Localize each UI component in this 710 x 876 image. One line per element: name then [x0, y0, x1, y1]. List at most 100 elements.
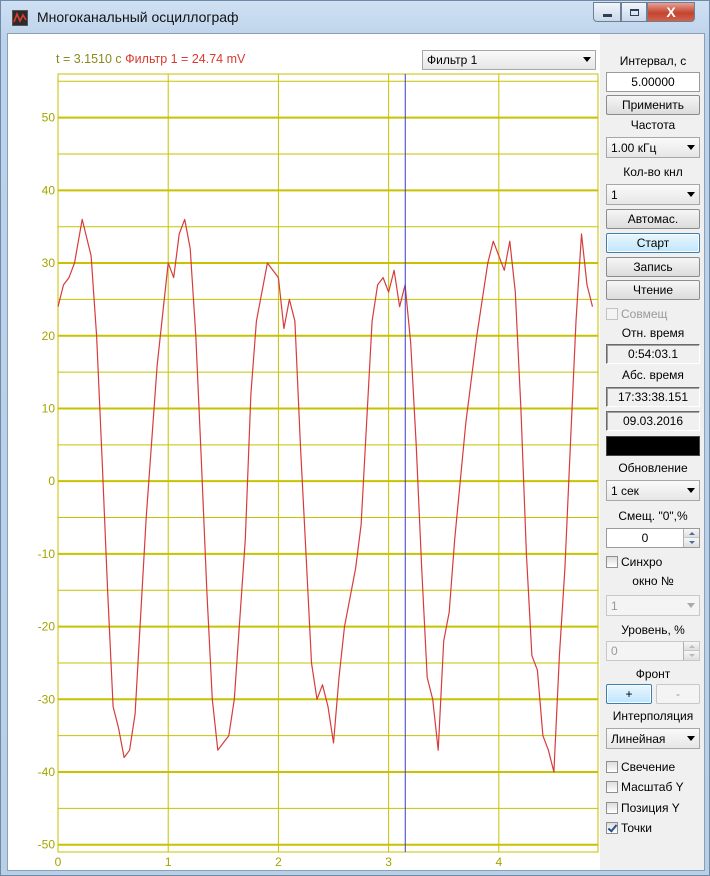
date-display: 09.03.2016	[606, 411, 700, 431]
spin-up-button[interactable]	[683, 642, 699, 651]
y-tick-label: -30	[38, 692, 56, 706]
level-label: Уровень, %	[621, 623, 685, 637]
spin-down-button[interactable]	[683, 538, 699, 547]
points-checkbox[interactable]: Точки	[606, 820, 652, 836]
relative-time-label: Отн. время	[621, 326, 685, 340]
x-tick-label: 2	[275, 855, 282, 869]
record-button-label: Запись	[633, 260, 673, 274]
y-tick-label: -40	[38, 765, 56, 779]
front-label: Фронт	[635, 667, 671, 681]
level-stepper[interactable]: 0	[606, 641, 700, 661]
record-button[interactable]: Запись	[606, 257, 700, 277]
position-y-label: Позиция Y	[621, 801, 680, 815]
position-y-checkbox[interactable]: Позиция Y	[606, 800, 680, 816]
interval-input[interactable]: 5.00000	[606, 72, 700, 92]
y-tick-label: 10	[42, 401, 56, 415]
y-tick-label: 50	[42, 111, 56, 125]
readout-filter-value: Фильтр 1 = 24.74 mV	[125, 52, 246, 66]
scale-y-checkbox[interactable]: Масштаб Y	[606, 779, 684, 795]
start-button-label: Старт	[636, 236, 670, 250]
date-value: 09.03.2016	[622, 414, 684, 428]
chevron-down-icon	[687, 487, 695, 493]
channels-select[interactable]: 1	[606, 184, 700, 205]
front-plus-label: +	[625, 687, 633, 701]
scale-y-label: Масштаб Y	[621, 780, 684, 794]
autoscale-button-label: Автомас.	[627, 212, 679, 226]
frequency-select[interactable]: 1.00 кГц	[606, 137, 700, 158]
color-indicator[interactable]	[606, 436, 700, 456]
interval-label: Интервал, с	[619, 54, 687, 68]
interpolation-select[interactable]: Линейная	[606, 728, 700, 749]
chevron-down-icon	[583, 57, 591, 62]
interval-value: 5.00000	[631, 75, 675, 89]
window-number-value: 1	[611, 598, 618, 613]
relative-time-value: 0:54:03.1	[627, 347, 679, 361]
points-checkbox-box	[606, 822, 618, 834]
start-button[interactable]: Старт	[606, 233, 700, 253]
front-falling-button[interactable]: -	[656, 684, 700, 704]
frequency-value: 1.00 кГц	[611, 140, 657, 155]
read-button[interactable]: Чтение	[606, 280, 700, 300]
front-minus-label: -	[676, 687, 680, 701]
interpolation-value: Линейная	[611, 731, 666, 746]
read-button-label: Чтение	[632, 283, 674, 297]
offset-stepper[interactable]: 0	[606, 528, 700, 548]
absolute-time-display: 17:33:38.151	[606, 387, 700, 407]
position-y-checkbox-box	[606, 802, 618, 814]
absolute-time-value: 17:33:38.151	[617, 390, 689, 404]
window-number-label: окно №	[632, 574, 674, 588]
update-select[interactable]: 1 сек	[606, 480, 700, 501]
x-tick-label: 4	[495, 855, 502, 869]
arrow-down-icon	[688, 541, 695, 544]
front-rising-button[interactable]: +	[606, 684, 652, 704]
client-area: t = 3.1510 с Фильтр 1 = 24.74 mV Фильтр …	[7, 33, 705, 871]
y-tick-label: 40	[42, 183, 56, 197]
glow-checkbox[interactable]: Свечение	[606, 759, 675, 775]
relative-time-display: 0:54:03.1	[606, 344, 700, 364]
oscilloscope-chart[interactable]: 50 40 30 20 10 0 -10 -20 -30 -40 -50 0 1 2 3 4	[8, 34, 600, 870]
close-button[interactable]: X	[647, 2, 695, 22]
combine-checkbox[interactable]: Совмещ	[606, 306, 667, 322]
scale-y-checkbox-box	[606, 781, 618, 793]
cursor-readout: t = 3.1510 с Фильтр 1 = 24.74 mV	[56, 52, 245, 66]
level-value: 0	[611, 644, 618, 658]
apply-button[interactable]: Применить	[606, 95, 700, 115]
apply-button-label: Применить	[621, 98, 684, 112]
chevron-down-icon	[687, 191, 695, 197]
frequency-label: Частота	[630, 118, 676, 132]
y-tick-label: 0	[48, 474, 55, 488]
arrow-down-icon	[688, 654, 695, 657]
chevron-down-icon	[687, 602, 695, 608]
signal-trace	[57, 218, 594, 773]
y-tick-label: -10	[38, 547, 56, 561]
sync-checkbox[interactable]: Синхро	[606, 554, 662, 570]
autoscale-button[interactable]: Автомас.	[606, 209, 700, 229]
window-title: Многоканальный осциллограф	[37, 9, 239, 25]
channel-select-value: Фильтр 1	[427, 53, 478, 67]
combine-checkbox-box	[606, 308, 618, 320]
title-bar[interactable]: Многоканальный осциллограф X	[1, 1, 709, 33]
sync-checkbox-box	[606, 556, 618, 568]
update-label: Обновление	[618, 461, 688, 475]
x-tick-label: 3	[385, 855, 392, 869]
spin-down-button[interactable]	[683, 651, 699, 660]
sync-label: Синхро	[621, 555, 663, 569]
arrow-up-icon	[688, 644, 695, 648]
oscilloscope-plot-area[interactable]: t = 3.1510 с Фильтр 1 = 24.74 mV Фильтр …	[8, 34, 600, 870]
offset-label: Смещ. "0",%	[618, 509, 688, 523]
maximize-button[interactable]	[621, 2, 647, 22]
absolute-time-label: Абс. время	[622, 368, 684, 382]
channel-select[interactable]: Фильтр 1	[422, 50, 596, 70]
channels-label: Кол-во кнл	[623, 165, 683, 179]
update-value: 1 сек	[611, 483, 639, 498]
offset-value: 0	[641, 531, 649, 545]
window-number-select[interactable]: 1	[606, 595, 700, 616]
chevron-down-icon	[687, 144, 695, 150]
minimize-button[interactable]	[593, 2, 621, 22]
chevron-down-icon	[687, 735, 695, 741]
spin-up-button[interactable]	[683, 529, 699, 538]
glow-label: Свечение	[621, 760, 676, 774]
y-tick-label: 20	[42, 329, 56, 343]
y-tick-label: -20	[38, 620, 56, 634]
